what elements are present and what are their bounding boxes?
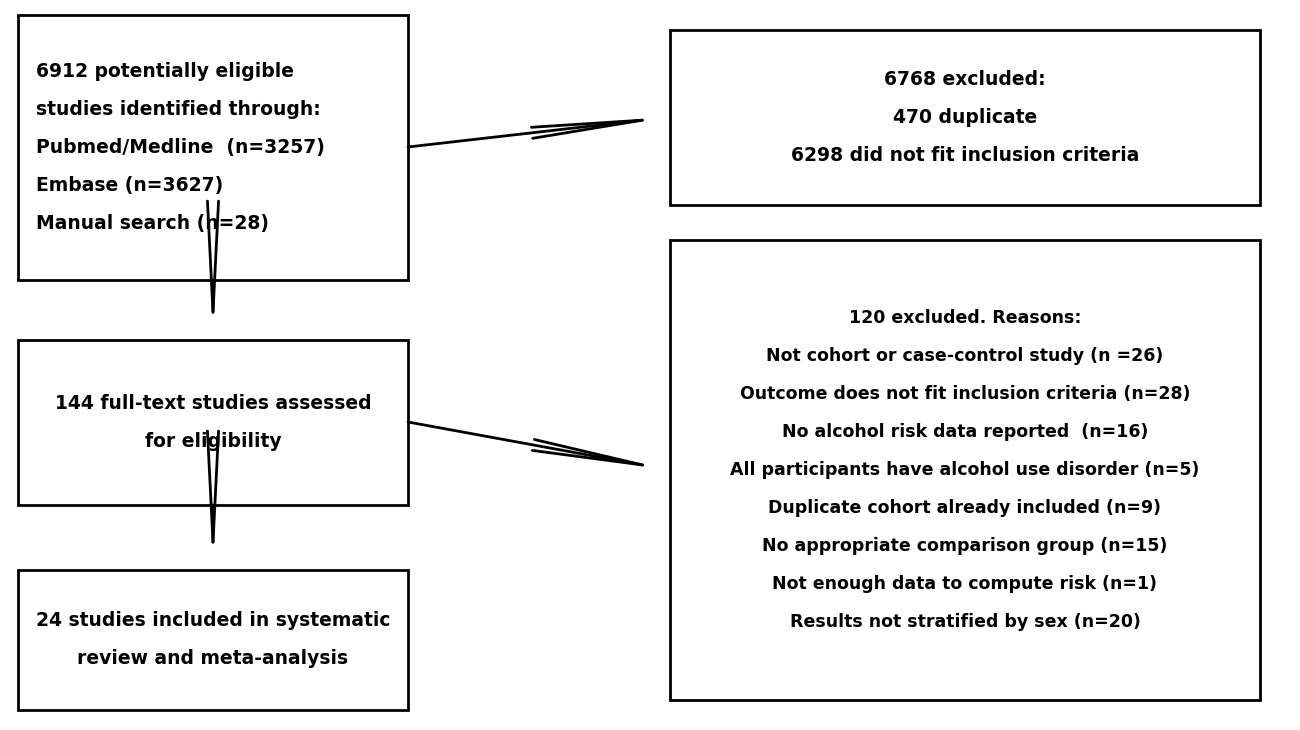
Text: Not cohort or case-control study (n =26): Not cohort or case-control study (n =26) [767,347,1164,365]
Text: 6768 excluded:: 6768 excluded: [884,70,1045,89]
Text: No alcohol risk data reported  (n=16): No alcohol risk data reported (n=16) [781,423,1148,441]
Bar [18,15,408,280]
Text: for eligibility: for eligibility [144,432,281,451]
Bar [670,30,1260,205]
Bar [670,240,1260,700]
Text: All participants have alcohol use disorder (n=5): All participants have alcohol use disord… [731,461,1200,479]
Text: studies identified through:: studies identified through: [36,100,321,119]
Text: 6912 potentially eligible: 6912 potentially eligible [36,62,294,81]
Bar [18,570,408,710]
Text: Duplicate cohort already included (n=9): Duplicate cohort already included (n=9) [768,499,1161,517]
Text: 470 duplicate: 470 duplicate [893,108,1037,127]
Text: No appropriate comparison group (n=15): No appropriate comparison group (n=15) [762,537,1167,555]
Text: 120 excluded. Reasons:: 120 excluded. Reasons: [849,309,1082,327]
Text: 6298 did not fit inclusion criteria: 6298 did not fit inclusion criteria [790,146,1139,165]
Text: Results not stratified by sex (n=20): Results not stratified by sex (n=20) [789,613,1140,631]
Text: review and meta-analysis: review and meta-analysis [78,650,348,669]
Text: 24 studies included in systematic: 24 studies included in systematic [36,612,390,631]
Text: Embase (n=3627): Embase (n=3627) [36,176,224,195]
Text: Pubmed/Medline  (n=3257): Pubmed/Medline (n=3257) [36,138,325,157]
Text: Not enough data to compute risk (n=1): Not enough data to compute risk (n=1) [772,575,1157,593]
Bar [18,340,408,505]
Text: Manual search (n=28): Manual search (n=28) [36,214,269,233]
Text: 144 full-text studies assessed: 144 full-text studies assessed [55,394,372,413]
Text: Outcome does not fit inclusion criteria (n=28): Outcome does not fit inclusion criteria … [740,385,1191,403]
